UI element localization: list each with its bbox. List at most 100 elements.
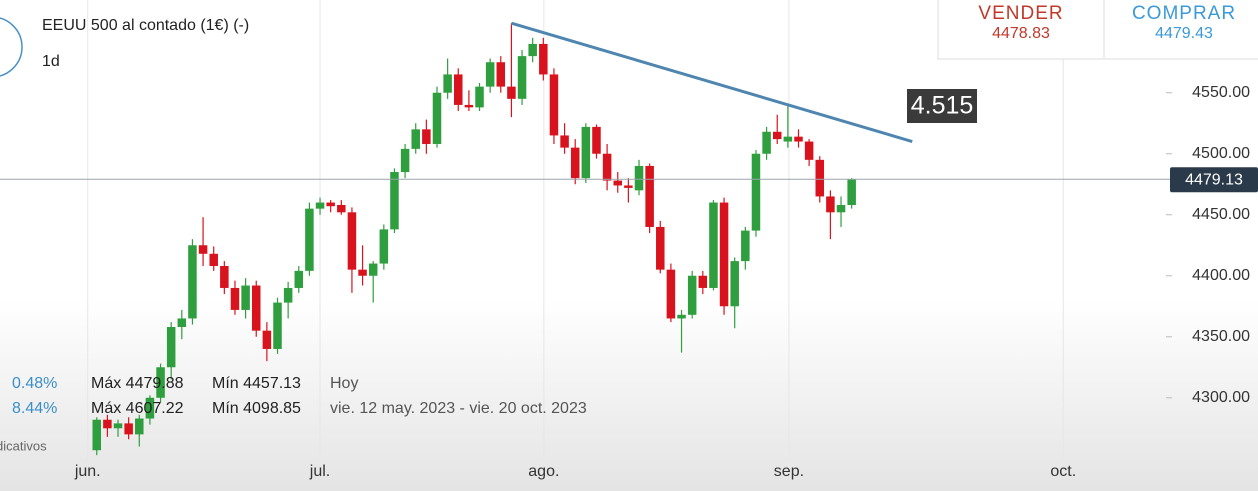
stat-period: vie. 12 may. 2023 - vie. 20 oct. 2023 <box>330 400 587 417</box>
candle-body <box>422 129 431 144</box>
price-tag <box>1170 167 1258 193</box>
candle-body <box>283 287 293 303</box>
buy-price[interactable]: 4479.43 <box>1155 25 1213 42</box>
plot: jun. jul. ago. sep. oct. 4300.00 4350.00 4400.0… <box>0 0 1258 480</box>
candle-body <box>262 330 272 349</box>
sell-price[interactable]: 4478.83 <box>992 25 1050 42</box>
candle-body <box>570 147 580 179</box>
stat-change: 8.44% <box>12 400 57 417</box>
candle-body <box>177 318 187 328</box>
candle-body <box>326 202 335 207</box>
candle-body <box>145 397 155 419</box>
candle-body <box>560 135 569 148</box>
candle-body <box>390 172 399 230</box>
candle-body <box>698 275 708 288</box>
candle-body <box>517 56 527 99</box>
candle-body <box>379 229 389 264</box>
candle-body <box>315 202 325 209</box>
sell-label[interactable]: VENDER <box>978 3 1063 24</box>
candle-body <box>230 287 240 310</box>
candle-body <box>358 269 367 276</box>
candle-body <box>602 153 612 181</box>
candle-body <box>709 202 718 288</box>
candle-body <box>666 269 676 319</box>
x-tick-label: oct. <box>1050 463 1076 480</box>
y-tick-label: 4300.00 <box>1192 389 1250 406</box>
candle-body <box>475 86 484 108</box>
stat-max: Máx 4479.88 <box>91 375 184 392</box>
candle-body <box>113 423 123 429</box>
candle-body <box>411 129 420 149</box>
candle-body <box>220 265 229 288</box>
stat-change: 0.48% <box>12 375 57 392</box>
timeframe: 1d <box>42 53 60 70</box>
candle-body <box>528 43 537 57</box>
candle-body <box>92 419 102 451</box>
candle-body <box>624 185 633 188</box>
candle-body <box>645 165 654 227</box>
candle-body <box>613 180 622 186</box>
candle-body <box>836 204 846 213</box>
candle-body <box>337 204 346 213</box>
x-tick-label: sep. <box>774 463 804 480</box>
candle-body <box>656 226 665 270</box>
candle-body <box>592 126 601 154</box>
candle-body <box>188 245 197 319</box>
candle-body <box>677 314 686 319</box>
candle-body <box>443 74 452 93</box>
candle-body <box>762 131 771 154</box>
candle-body <box>400 148 410 173</box>
candle-body <box>135 418 144 435</box>
candle-body <box>741 230 750 262</box>
candle-body <box>783 136 793 142</box>
candle-body <box>305 208 314 271</box>
candle-body <box>273 302 282 349</box>
annotation-box <box>907 89 977 123</box>
x-tick-label: ago. <box>528 463 559 480</box>
bottom-fade <box>0 300 1258 491</box>
annotation: 4.515 <box>911 92 974 120</box>
candle-body <box>826 196 835 213</box>
instrument-icon <box>0 17 23 77</box>
y-tick-label: 4400.00 <box>1192 267 1250 284</box>
candle-body <box>847 179 856 205</box>
candle-body <box>166 327 176 368</box>
candle-body <box>294 270 304 288</box>
candle-body <box>549 74 559 136</box>
candle-body <box>103 419 112 429</box>
y-tick-label: 4350.00 <box>1192 328 1250 345</box>
candle-body <box>485 62 495 87</box>
candle-body <box>156 367 165 398</box>
candle-body <box>719 202 729 307</box>
x-tick-label: jul. <box>309 463 330 480</box>
candle-body <box>539 43 548 75</box>
candle-body <box>368 263 378 276</box>
y-tick-label: 4450.00 <box>1192 206 1250 223</box>
candle-body <box>772 131 782 140</box>
candle-body <box>815 159 825 197</box>
candle-body <box>687 275 697 315</box>
candle-body <box>507 86 516 99</box>
trendline <box>510 21 913 143</box>
candle-body <box>634 165 644 191</box>
candle-body <box>454 74 463 105</box>
quote-box <box>937 0 1258 60</box>
candle-body <box>496 62 506 87</box>
candle-body <box>198 245 208 254</box>
buy-label[interactable]: COMPRAR <box>1132 3 1236 24</box>
candle-body <box>241 285 250 310</box>
candle-body <box>751 153 761 231</box>
candle-body <box>347 212 357 270</box>
price-tag-label: 4479.13 <box>1185 171 1243 188</box>
candle-body <box>124 423 133 435</box>
candle-body <box>209 253 218 266</box>
stat-period: Hoy <box>330 375 358 392</box>
y-tick-label: 4550.00 <box>1192 84 1250 101</box>
candle-body <box>730 261 739 307</box>
x-tick-label: jun. <box>74 463 101 480</box>
stat-max: Máx 4607.22 <box>91 400 184 417</box>
candle-body <box>581 126 591 179</box>
stat-min: Mín 4098.85 <box>212 400 301 417</box>
footer-text: dicativos <box>0 438 47 453</box>
